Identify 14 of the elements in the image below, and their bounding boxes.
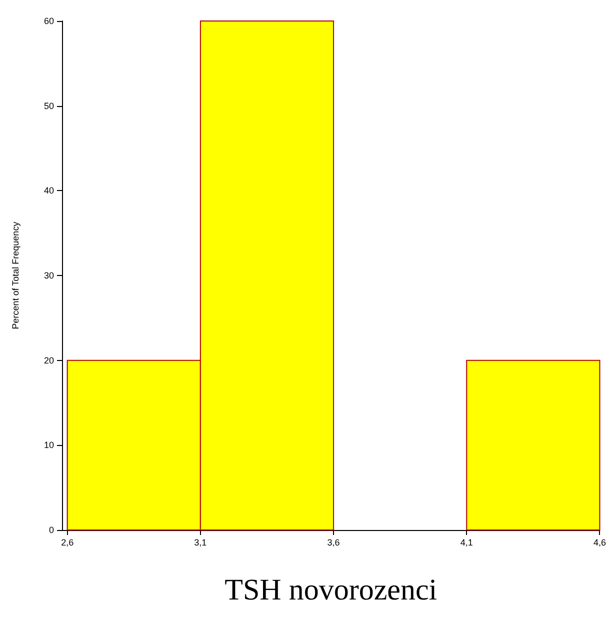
x-tick-label: 4,6 (593, 538, 606, 548)
x-axis-title: TSH novorozenci (224, 574, 438, 606)
x-tick-label: 3,1 (194, 538, 207, 548)
y-tick-label: 20 (44, 355, 54, 366)
y-tick-label: 60 (44, 16, 54, 26)
x-tick-label: 2,6 (61, 538, 74, 548)
y-tick-label: 50 (44, 100, 54, 111)
y-tick-label: 30 (44, 270, 54, 280)
y-tick-label: 10 (44, 440, 54, 450)
y-tick-label: 0 (48, 525, 54, 535)
x-tick-label: 4,1 (460, 538, 473, 548)
y-axis-title: Percent of Total Frequency (10, 221, 20, 330)
x-tick-label: 3,6 (327, 538, 340, 548)
y-tick-label: 40 (44, 186, 54, 196)
